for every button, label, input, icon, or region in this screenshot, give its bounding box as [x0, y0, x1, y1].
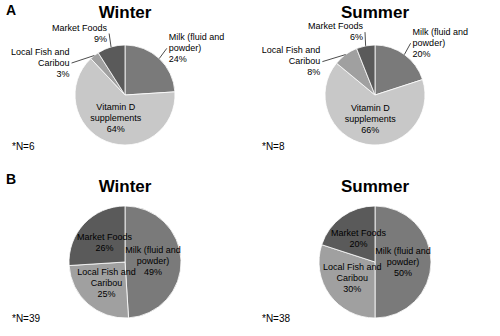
category-label: Milk (fluid andpowder): [375, 246, 431, 267]
chart-title: Summer: [341, 3, 409, 22]
annotation: *N=8: [262, 141, 285, 152]
leader-line: [109, 34, 111, 47]
category-label: Local Fish andCaribou: [323, 262, 382, 283]
leader-line: [159, 48, 167, 58]
category-label-line: powder): [137, 256, 170, 266]
category-label-line: Local Fish and: [323, 262, 382, 272]
category-label-line: Milk (fluid and: [375, 246, 431, 256]
slices: [319, 206, 431, 318]
slices: [69, 206, 181, 318]
pie-chart: Winter *N=6 Milk (fluid andpowder)24% Vitam…: [11, 3, 224, 152]
category-label: Local Fish andCaribou: [262, 45, 321, 66]
category-label-line: Market Foods: [52, 23, 108, 33]
panel-label: A: [6, 2, 16, 18]
pie-chart: Summer *N=8 Milk (fluid andpowder)20% Vitam…: [262, 3, 468, 152]
leader-line: [404, 43, 410, 54]
category-label-line: Vitamin D: [96, 102, 135, 112]
category-label-line: Local Fish and: [262, 45, 321, 55]
chart-title: Winter: [99, 177, 152, 196]
pie-chart: Winter *N=39 Milk (fluid andpowder)49% Loca…: [12, 177, 181, 324]
labels: Milk (fluid andpowder)20% Vitamin Dsupple…: [262, 21, 468, 135]
category-label: Vitamin Dsupplements: [345, 103, 397, 124]
pie-chart: Summer *N=38 Milk (fluid andpowder)50% Loca…: [262, 177, 431, 324]
labels: Milk (fluid andpowder)49% Local Fish andC…: [77, 232, 181, 299]
data-label: 3%: [57, 69, 70, 79]
category-label-line: supplements: [345, 114, 397, 124]
category-label-line: powder): [169, 43, 202, 53]
category-label-line: Caribou: [337, 273, 369, 283]
category-label: Milk (fluid andpowder): [125, 245, 181, 266]
category-label-line: Vitamin D: [351, 103, 390, 113]
category-label-line: supplements: [90, 113, 142, 123]
category-label: Vitamin Dsupplements: [90, 102, 142, 123]
category-label-line: Market Foods: [77, 232, 133, 242]
pie-slice: [357, 45, 375, 95]
category-label: Local Fish andCaribou: [77, 267, 136, 288]
slices: [75, 45, 175, 145]
data-label: 66%: [361, 125, 379, 135]
data-label: 26%: [96, 243, 114, 253]
data-label: 30%: [343, 284, 361, 294]
annotation: *N=6: [12, 141, 35, 152]
category-label-line: Local Fish and: [11, 47, 70, 57]
chart-title: Winter: [99, 3, 152, 22]
slices: [325, 45, 425, 145]
category-label: Market Foods: [331, 228, 387, 238]
category-label-line: Local Fish and: [77, 267, 136, 277]
data-label: 24%: [169, 54, 187, 64]
category-label: Market Foods: [77, 232, 133, 242]
category-label-line: Market Foods: [331, 228, 387, 238]
category-label-line: Caribou: [38, 58, 70, 68]
data-label: 20%: [350, 239, 368, 249]
leader-line: [322, 55, 345, 62]
category-label: Market Foods: [52, 23, 108, 33]
data-label: 20%: [413, 49, 431, 59]
category-label-line: powder): [387, 257, 420, 267]
category-label-line: Caribou: [289, 56, 321, 66]
category-label-line: Caribou: [91, 278, 123, 288]
data-label: 49%: [144, 267, 162, 277]
chart-title: Summer: [341, 177, 409, 196]
pie-slice: [98, 45, 125, 95]
pie-slice: [375, 206, 431, 318]
category-label-line: Milk (fluid and: [125, 245, 181, 255]
figure: ABWinter*N=6Milk (fluid andpowder)24%Vit…: [0, 0, 500, 336]
category-label: Market Foods: [308, 21, 364, 31]
category-label-line: Milk (fluid and: [169, 32, 225, 42]
category-label-line: Milk (fluid and: [413, 27, 469, 37]
data-label: 9%: [94, 34, 107, 44]
annotation: *N=38: [262, 313, 291, 324]
leader-line: [72, 55, 95, 63]
labels: Milk (fluid andpowder)50% Local Fish andC…: [323, 228, 431, 294]
labels: Milk (fluid andpowder)24% Vitamin Dsupple…: [11, 23, 224, 134]
leader-line: [365, 32, 367, 46]
data-label: 50%: [394, 268, 412, 278]
category-label-line: Market Foods: [308, 21, 364, 31]
data-label: 25%: [97, 289, 115, 299]
category-label-line: powder): [413, 38, 446, 48]
annotation: *N=39: [12, 313, 41, 324]
data-label: 8%: [307, 67, 320, 77]
data-label: 6%: [350, 32, 363, 42]
category-label: Milk (fluid andpowder): [413, 27, 469, 48]
category-label: Local Fish andCaribou: [11, 47, 70, 68]
panel-label: B: [6, 171, 16, 187]
pie-slice: [125, 206, 181, 318]
pie-slice: [125, 45, 175, 95]
category-label: Milk (fluid andpowder): [169, 32, 225, 53]
data-label: 64%: [107, 124, 125, 134]
